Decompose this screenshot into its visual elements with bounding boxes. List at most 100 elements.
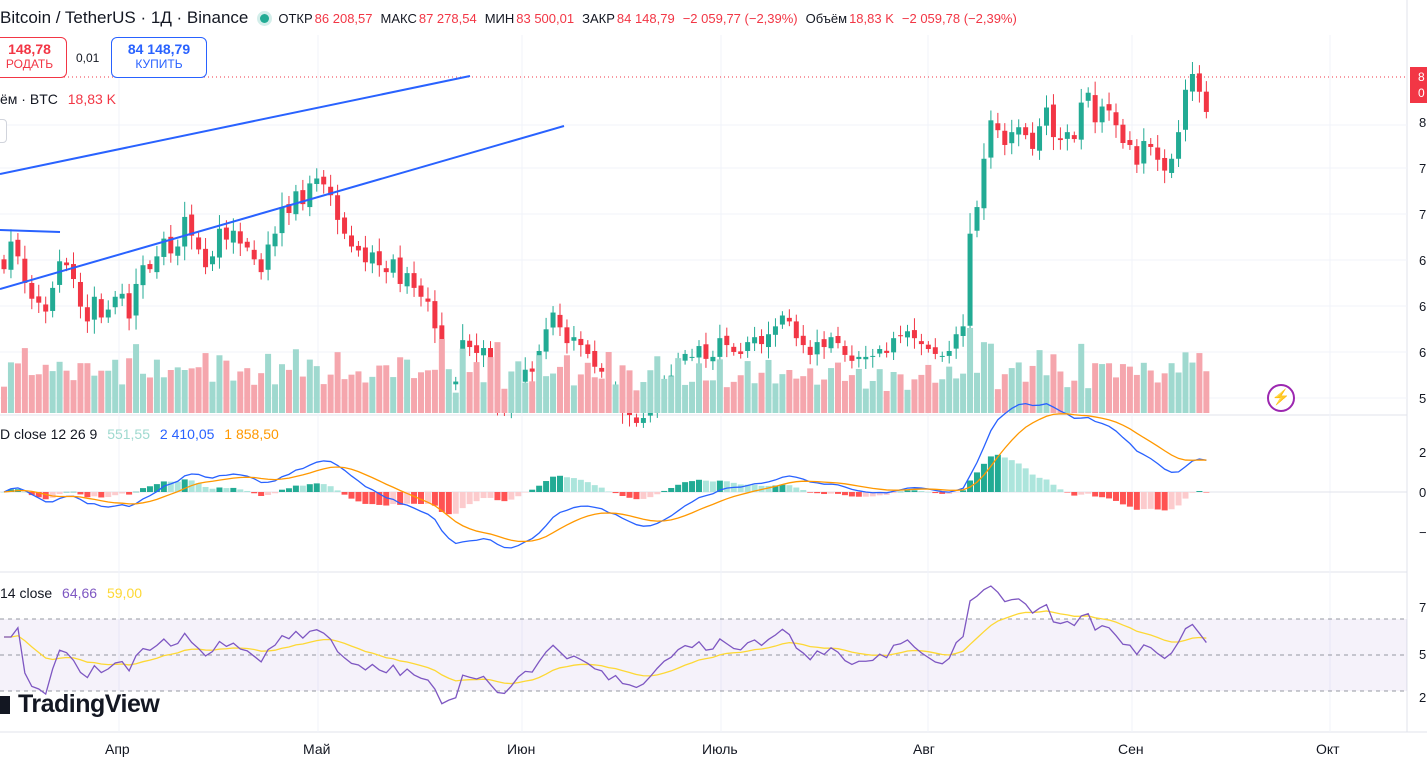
- volume-value: 18,83 K: [849, 10, 894, 26]
- candle-body: [918, 341, 924, 345]
- candle-body: [974, 207, 980, 231]
- volume-bar: [974, 372, 980, 413]
- macd-hist-bar: [1043, 479, 1050, 492]
- volume-bar: [452, 392, 459, 413]
- macd-hist-bar: [397, 492, 404, 505]
- candle-body: [752, 337, 758, 344]
- volume-bar: [383, 365, 390, 413]
- candle-body: [258, 259, 264, 273]
- macd-hist-bar: [696, 479, 702, 492]
- macd-hist-bar: [925, 491, 932, 493]
- volume-bar: [1168, 363, 1175, 413]
- volume-bar: [605, 352, 612, 413]
- volume-bar: [619, 365, 626, 413]
- macd-hist-bar: [640, 492, 647, 499]
- candle-body: [265, 244, 271, 270]
- market-status-icon[interactable]: [260, 13, 270, 23]
- candle-body: [550, 312, 556, 328]
- candle-body: [779, 315, 785, 325]
- volume-legend[interactable]: ём · BTC 18,83 K: [0, 91, 122, 107]
- volume-bar: [285, 369, 292, 413]
- volume-bar: [647, 370, 654, 413]
- volume-bar: [960, 373, 967, 413]
- macd-hist-bar: [918, 491, 925, 492]
- macd-hist-bar: [1071, 492, 1078, 496]
- volume-bar: [536, 355, 543, 413]
- sell-button[interactable]: 148,78 РОДАТЬ: [0, 37, 67, 78]
- volume-label: Объём: [805, 10, 848, 26]
- buy-button[interactable]: 84 148,79 КУПИТЬ: [111, 37, 207, 78]
- macd-hist-bar: [1175, 492, 1182, 506]
- macd-hist-bar: [904, 490, 911, 492]
- candle-body: [738, 351, 744, 354]
- low-label: МИН: [484, 10, 515, 26]
- volume-bar: [327, 374, 334, 413]
- candle-body: [29, 282, 35, 299]
- candle-body: [905, 331, 910, 338]
- macd-hist-bar: [487, 492, 494, 498]
- macd-hist-bar: [550, 476, 557, 492]
- volume-bar: [306, 359, 313, 413]
- candle-body: [147, 264, 153, 270]
- candle-body: [571, 337, 577, 341]
- macd-hist-bar: [848, 492, 855, 497]
- macd-hist-bar: [1064, 492, 1071, 493]
- macd-hist-bar: [1189, 492, 1196, 493]
- volume-bar: [1175, 372, 1182, 413]
- volume-bar: [1113, 377, 1119, 413]
- candle-body: [898, 335, 904, 337]
- candle-body: [849, 355, 855, 361]
- price-axis-tick: 7: [1419, 207, 1427, 222]
- macd-hist-bar: [494, 492, 501, 501]
- rsi-legend[interactable]: 14 close 64,66 59,00: [0, 585, 148, 601]
- volume-bar: [237, 371, 244, 413]
- volume-bar: [994, 389, 1001, 413]
- macd-hist-bar: [807, 492, 814, 493]
- volume-bar: [376, 365, 383, 413]
- candle-body: [1113, 112, 1119, 126]
- volume-bar: [153, 359, 160, 413]
- change-value: −2 059,77 (−2,39%): [682, 10, 798, 26]
- macd-hist-bar: [404, 492, 411, 504]
- volume-bar: [557, 366, 563, 413]
- candle-body: [1183, 89, 1188, 130]
- candle-body: [237, 231, 243, 244]
- candle-body: [640, 418, 646, 423]
- candle-body: [925, 344, 931, 350]
- macd-hist-bar: [1050, 484, 1057, 492]
- macd-hist-bar: [292, 485, 299, 492]
- candle-body: [411, 273, 417, 288]
- macd-hist-bar: [334, 490, 341, 492]
- candle-body: [821, 339, 827, 348]
- macd-hist-bar: [7, 489, 14, 492]
- candle-body: [453, 381, 459, 385]
- macd-hist-bar: [828, 492, 835, 494]
- symbol-title[interactable]: Bitcoin / TetherUS · 1Д · Binance: [0, 8, 249, 27]
- candle-body: [988, 120, 994, 158]
- volume-bar: [28, 375, 35, 413]
- rsi-axis-tick: 7: [1419, 600, 1427, 615]
- volume-bar: [411, 378, 418, 413]
- volume-bar: [167, 370, 174, 413]
- macd-hist-bar: [209, 488, 216, 492]
- flash-icon[interactable]: ⚡: [1267, 384, 1295, 412]
- tradingview-logo[interactable]: TradingView: [0, 690, 160, 719]
- collapse-legend-button[interactable]: [0, 119, 7, 143]
- candle-body: [328, 186, 334, 196]
- macd-legend[interactable]: D close 12 26 9 551,55 2 410,05 1 858,50: [0, 426, 285, 442]
- macd-hist-bar: [1133, 492, 1140, 510]
- candle-body: [175, 246, 181, 256]
- volume-bar: [14, 363, 21, 413]
- candle-body: [8, 241, 14, 270]
- volume-bar: [244, 368, 251, 413]
- volume-bar: [1161, 373, 1168, 413]
- macd-hist-bar: [146, 486, 153, 492]
- macd-hist-bar: [348, 492, 355, 499]
- candle-body: [355, 245, 361, 251]
- volume-bar: [716, 359, 723, 413]
- volume-bar: [466, 372, 473, 413]
- macd-hist-bar: [459, 492, 466, 509]
- macd-hist-bar: [723, 481, 730, 492]
- candle-body: [967, 233, 973, 326]
